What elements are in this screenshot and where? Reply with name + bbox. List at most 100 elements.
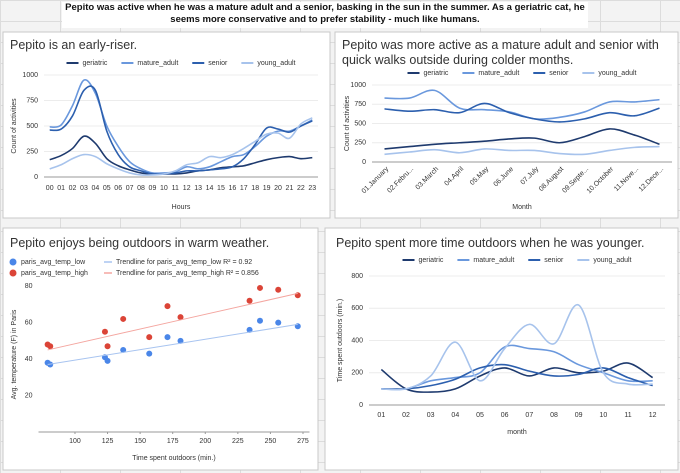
point [177, 314, 184, 321]
y-tick-label: 0 [34, 174, 38, 181]
x-tick-label: 08 [137, 185, 145, 192]
x-tick-label: 175 [167, 438, 179, 445]
x-tick-label: 125 [102, 438, 114, 445]
chart-title: Pepito is an early-riser. [10, 38, 138, 52]
y-tick-label: 750 [354, 101, 366, 108]
x-tick-label: 02 [402, 412, 410, 419]
series-line [384, 102, 660, 123]
y-axis-title: Time spent outdoors (min.) [337, 299, 344, 382]
y-tick-label: 0 [359, 402, 363, 409]
legend-label: young_adult [593, 257, 631, 264]
x-tick-label: 09 [149, 185, 157, 192]
y-tick-label: 500 [354, 120, 366, 127]
x-tick-label: 12 [649, 412, 657, 419]
x-tick-label: 17 [240, 185, 248, 192]
x-tick-label: 07 [126, 185, 134, 192]
legend-label: geriatric [83, 60, 108, 67]
y-tick-label: 60 [25, 319, 33, 326]
x-tick-label: 03 [80, 185, 88, 192]
y-axis-title: Count of activities [11, 98, 18, 154]
y-tick-label: 800 [351, 273, 363, 280]
legend-label: senior [544, 257, 564, 264]
x-tick-label: 01 [377, 412, 385, 419]
series-line [49, 85, 313, 176]
legend-swatch [9, 269, 17, 277]
point [275, 286, 282, 293]
x-axis-title: Month [512, 204, 532, 211]
series-line [381, 344, 653, 391]
series-line [381, 304, 653, 391]
banner: Pepito was active when he was a mature a… [62, 2, 588, 28]
x-tick-label: 05 [103, 185, 111, 192]
y-axis-title: Count of activities [344, 95, 351, 151]
series-line [49, 135, 313, 175]
point [164, 334, 171, 341]
series-line [384, 145, 660, 156]
point [246, 297, 253, 304]
series-line [384, 128, 660, 150]
x-tick-label: 15 [217, 185, 225, 192]
y-tick-label: 0 [362, 159, 366, 166]
y-tick-label: 250 [26, 148, 38, 155]
point [146, 334, 153, 341]
legend-label: Trendline for paris_avg_temp_high R² = 0… [116, 270, 259, 277]
trendline [47, 323, 298, 366]
legend-label: mature_adult [137, 60, 178, 67]
legend-label: senior [208, 60, 228, 67]
x-tick-label: 100 [69, 438, 81, 445]
point [256, 284, 263, 291]
x-tick-label: 04 [91, 185, 99, 192]
x-tick-label: 10 [160, 185, 168, 192]
point [164, 303, 171, 310]
point [47, 343, 54, 350]
point [101, 328, 108, 335]
x-tick-label: 07 [525, 412, 533, 419]
x-tick-label: 09 [575, 412, 583, 419]
y-tick-label: 600 [351, 305, 363, 312]
x-tick-label: 225 [232, 438, 244, 445]
series-line [49, 117, 313, 176]
legend-label: Trendline for paris_avg_temp_low R² = 0.… [116, 259, 252, 266]
x-tick-label: 02 [69, 185, 77, 192]
series-line [381, 363, 653, 390]
x-tick-label: 14 [206, 185, 214, 192]
x-tick-label: 06 [501, 412, 509, 419]
x-tick-label: 04 [451, 412, 459, 419]
y-tick-label: 1000 [22, 72, 38, 79]
x-tick-label: 275 [297, 438, 309, 445]
y-tick-label: 250 [354, 140, 366, 147]
legend-label: mature_adult [478, 70, 519, 77]
x-tick-label: 10 [599, 412, 607, 419]
x-tick-label: 16 [228, 185, 236, 192]
x-tick-label: 12 [183, 185, 191, 192]
x-tick-label: 18 [251, 185, 259, 192]
x-tick-label: 23 [308, 185, 316, 192]
x-tick-label: 21 [286, 185, 294, 192]
point [294, 323, 301, 330]
x-tick-label: 20 [274, 185, 282, 192]
y-tick-label: 500 [26, 123, 38, 130]
point [120, 315, 127, 322]
x-tick-label: 03 [427, 412, 435, 419]
legend-label: mature_adult [473, 257, 514, 264]
panel [2, 31, 331, 219]
y-tick-label: 80 [25, 283, 33, 290]
x-tick-label: 200 [199, 438, 211, 445]
y-tick-label: 20 [25, 392, 33, 399]
y-tick-label: 1000 [350, 82, 366, 89]
point [246, 326, 253, 333]
x-tick-label: 06 [114, 185, 122, 192]
legend-label: paris_avg_temp_low [21, 259, 86, 266]
series-line [49, 78, 313, 175]
x-axis-title: Hours [172, 204, 191, 211]
x-tick-label: 08 [550, 412, 558, 419]
legend-label: geriatric [419, 257, 444, 264]
legend-swatch [9, 258, 17, 266]
y-axis-title: Avg. temperature (F) in Paris [11, 309, 18, 399]
y-tick-label: 750 [26, 97, 38, 104]
x-tick-label: 13 [194, 185, 202, 192]
x-tick-label: 00 [46, 185, 54, 192]
x-tick-label: 250 [265, 438, 277, 445]
point [275, 319, 282, 326]
